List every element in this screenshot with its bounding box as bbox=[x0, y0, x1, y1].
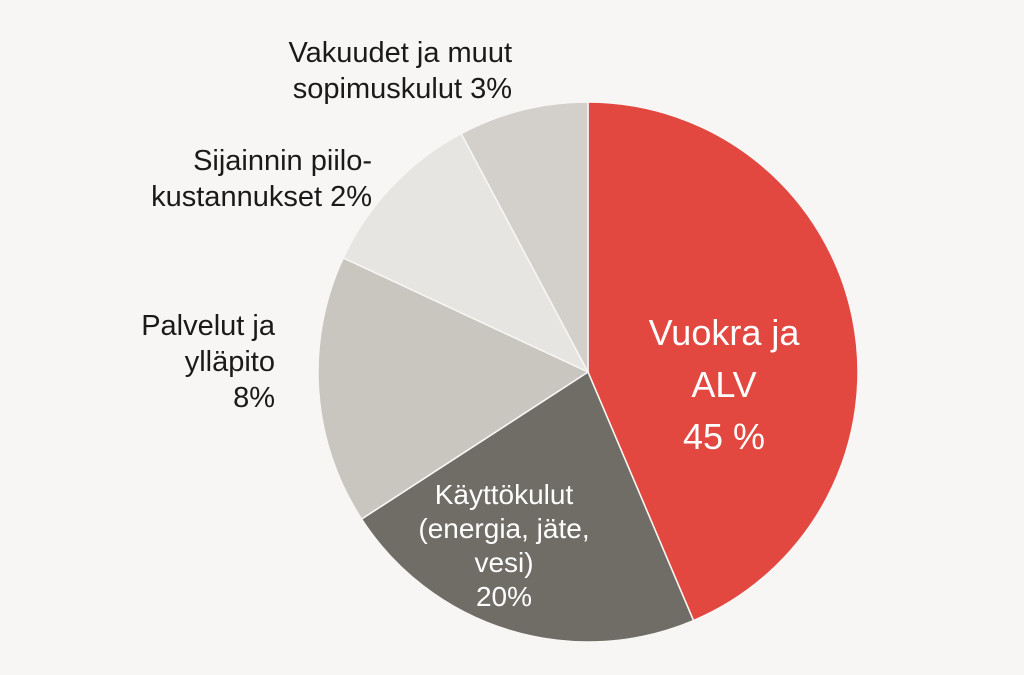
slice-percent: 20% bbox=[476, 581, 532, 612]
slice-label: Sijainnin piilo-kustannukset 2% bbox=[151, 145, 372, 213]
slice-label-line: Vuokra ja bbox=[649, 312, 801, 353]
slice-label-line: Sijainnin piilo- bbox=[193, 145, 372, 177]
slice-percent: 3% bbox=[470, 73, 512, 105]
slice-label-line: (energia, jäte, bbox=[418, 513, 589, 544]
slice-label-line: Palvelut ja bbox=[141, 310, 276, 342]
slice-label: Palvelut ja ylläpito 8% bbox=[141, 310, 276, 414]
slice-label-line: vesi) bbox=[474, 547, 533, 578]
pie-labels: Vuokra ja ALV 45 % Käyttökulut (energia, jät… bbox=[141, 37, 800, 612]
slice-label-line: ALV bbox=[691, 364, 756, 405]
slice-label: Vuokra ja ALV 45 % bbox=[649, 312, 801, 457]
pie-slice bbox=[360, 370, 695, 643]
pie-slices bbox=[317, 101, 859, 643]
slice-percent: 45 % bbox=[683, 416, 765, 457]
slice-percent: 2% bbox=[330, 181, 372, 213]
pie-slice bbox=[587, 101, 859, 622]
slice-percent: 8% bbox=[233, 382, 275, 414]
slice-label-line: sopimuskulut 3% bbox=[293, 73, 512, 105]
slice-label: Käyttökulut (energia, jäte, vesi) 20% bbox=[418, 479, 589, 612]
slice-label-line: ylläpito bbox=[185, 346, 275, 378]
pie-slice bbox=[342, 132, 590, 374]
pie-slice bbox=[317, 256, 590, 521]
slice-label: Vakuudet ja muut sopimuskulut 3% bbox=[288, 37, 512, 105]
slice-label-line: kustannukset 2% bbox=[151, 181, 372, 213]
pie-slice bbox=[460, 101, 589, 373]
slice-label-line: Käyttökulut bbox=[435, 479, 574, 510]
slice-label-line: Vakuudet ja muut bbox=[288, 37, 512, 69]
